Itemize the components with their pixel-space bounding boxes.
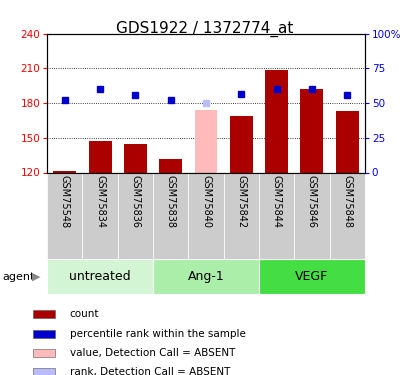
Text: value, Detection Call = ABSENT: value, Detection Call = ABSENT	[70, 348, 234, 358]
Bar	[82, 172, 117, 259]
Text: VEGF: VEGF	[294, 270, 328, 283]
Bar	[33, 310, 55, 318]
Bar	[153, 172, 188, 259]
Text: agent: agent	[2, 272, 34, 282]
Bar	[294, 172, 329, 259]
Bar	[47, 172, 82, 259]
Bar	[117, 172, 153, 259]
Bar	[265, 70, 288, 172]
Bar	[33, 330, 55, 338]
Text: GSM75846: GSM75846	[306, 175, 316, 228]
Bar	[124, 144, 146, 172]
Text: GSM75548: GSM75548	[60, 175, 70, 228]
Text: GSM75842: GSM75842	[236, 175, 246, 228]
Bar	[159, 159, 182, 172]
Text: GSM75848: GSM75848	[342, 175, 351, 228]
Bar	[88, 141, 111, 172]
Bar	[329, 172, 364, 259]
Text: ▶: ▶	[31, 272, 40, 282]
Text: percentile rank within the sample: percentile rank within the sample	[70, 329, 245, 339]
Bar	[335, 111, 358, 172]
Text: GSM75834: GSM75834	[95, 175, 105, 228]
Bar	[53, 171, 76, 172]
Bar	[229, 116, 252, 172]
Text: GSM75840: GSM75840	[200, 175, 211, 228]
Text: GSM75838: GSM75838	[165, 175, 175, 228]
Bar	[188, 172, 223, 259]
Text: GDS1922 / 1372774_at: GDS1922 / 1372774_at	[116, 21, 293, 37]
Bar	[33, 368, 55, 375]
Text: GSM75836: GSM75836	[130, 175, 140, 228]
Bar	[47, 259, 153, 294]
Bar	[258, 172, 294, 259]
Text: Ang-1: Ang-1	[187, 270, 224, 283]
Text: rank, Detection Call = ABSENT: rank, Detection Call = ABSENT	[70, 367, 229, 375]
Bar	[194, 110, 217, 172]
Bar	[300, 89, 323, 172]
Bar	[153, 259, 258, 294]
Text: untreated: untreated	[69, 270, 130, 283]
Text: GSM75844: GSM75844	[271, 175, 281, 228]
Text: count: count	[70, 309, 99, 319]
Bar	[258, 259, 364, 294]
Bar	[33, 349, 55, 357]
Bar	[223, 172, 258, 259]
